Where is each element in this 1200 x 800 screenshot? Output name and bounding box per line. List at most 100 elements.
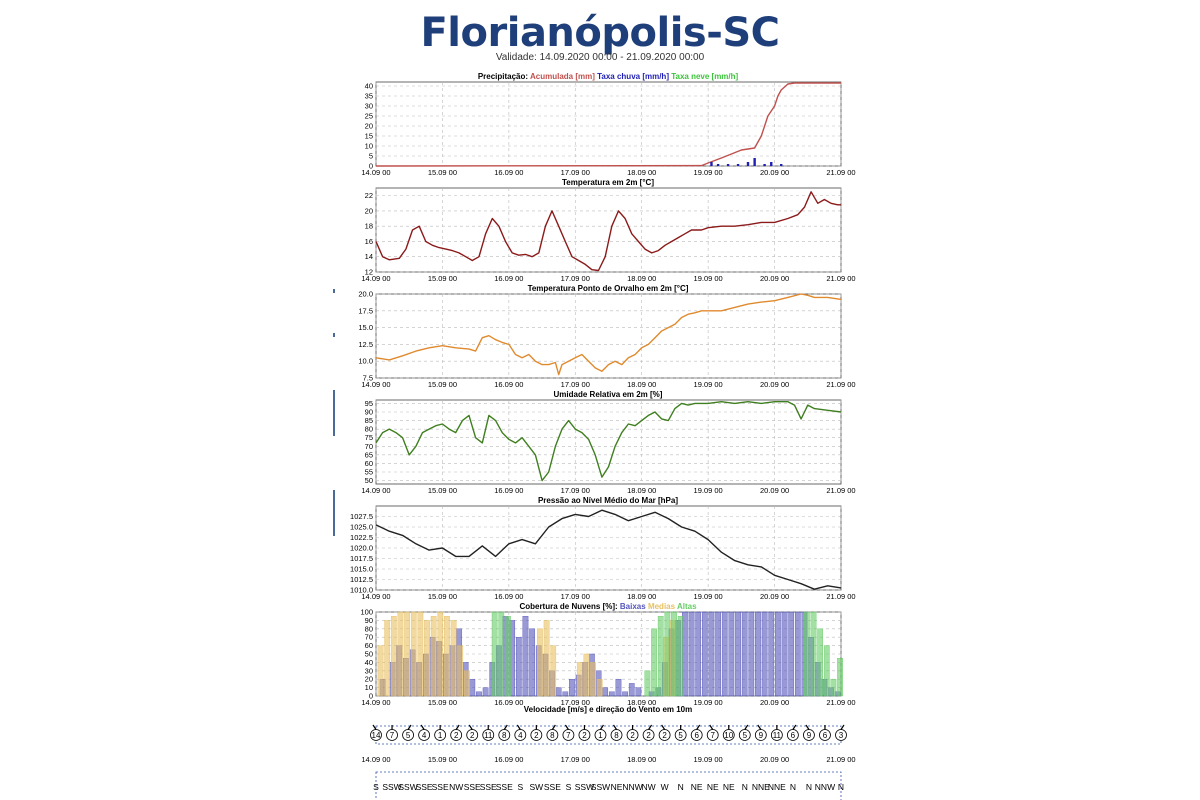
wind-direction-arrow — [792, 724, 797, 730]
wind-speed-label: 4 — [518, 731, 523, 740]
wind-direction-label: N — [678, 782, 684, 792]
y-tick-label: 65 — [365, 450, 373, 459]
left-edge-mark — [333, 490, 335, 536]
y-tick-label: 20 — [365, 206, 373, 215]
y-tick-label: 10 — [365, 683, 373, 692]
cloud-bar-baixas — [469, 679, 476, 697]
y-tick-label: 20.0 — [358, 290, 373, 299]
wind-speed-label: 6 — [823, 731, 828, 740]
chart-title-part: Altas — [677, 602, 697, 611]
plot-frame — [375, 187, 842, 273]
wind-speed-label: 5 — [678, 731, 683, 740]
cloud-bar-baixas — [515, 637, 522, 697]
cloud-bar-altas — [671, 611, 677, 697]
panel-3-x-tick-label: 15.09 00 — [428, 380, 457, 389]
y-tick-label: 1012.5 — [350, 575, 373, 584]
cloud-bar-baixas — [761, 611, 768, 697]
wind-direction-label: SSW — [398, 782, 417, 792]
wind-speed-label: 14 — [372, 731, 381, 740]
wind-direction-arrow — [840, 724, 845, 730]
cloud-bar-altas — [823, 645, 830, 697]
wind-x-tick-label: 17.09 00 — [561, 755, 590, 764]
wind-speed-label: 7 — [710, 731, 715, 740]
y-tick-label: 60 — [365, 459, 373, 468]
wind-direction-label: N — [838, 782, 844, 792]
cloud-bar-baixas — [701, 611, 708, 697]
rain-rate-bar — [726, 164, 730, 166]
y-tick-label: 70 — [365, 442, 373, 451]
chart-panel-2: 12 14 16 18 20 22 — [365, 187, 842, 277]
cloud-bar-baixas — [688, 611, 695, 697]
cloud-bar-baixas — [628, 683, 635, 697]
wind-speed-label: 8 — [502, 731, 507, 740]
wind-speed-label: 7 — [390, 731, 395, 740]
y-tick-label: 16 — [365, 237, 373, 246]
validity-range: Validade: 14.09.2020 00:00 - 21.09.2020 … — [495, 52, 705, 62]
wind-direction-arrow — [468, 724, 473, 730]
wind-speed-label: 2 — [534, 731, 539, 740]
y-tick-label: 50 — [365, 476, 373, 485]
cloud-bar-medias — [537, 628, 543, 697]
y-tick-label: 22 — [365, 191, 373, 200]
wind-direction-arrow — [455, 724, 460, 730]
panel-3-x-tick-label: 16.09 00 — [494, 380, 523, 389]
chart-title-part: Medias — [648, 602, 677, 611]
cloud-bar-medias — [464, 670, 470, 697]
plot-frame — [375, 81, 842, 167]
rain-rate-bar — [780, 164, 783, 166]
wind-direction-label: SSE — [464, 782, 481, 792]
panel-2-x-tick-label: 17.09 00 — [561, 274, 590, 283]
cloud-bar-altas — [804, 611, 810, 697]
series-line — [375, 509, 842, 590]
wind-direction-label: SSE — [416, 782, 433, 792]
panel-5-x-tick-label: 15.09 00 — [428, 592, 457, 601]
wind-direction-label: SW — [529, 782, 543, 792]
cloud-bar-baixas — [482, 687, 489, 697]
panel-3-x-tick-label: 20.09 00 — [760, 380, 789, 389]
wind-speed-label: 6 — [694, 731, 699, 740]
y-tick-label: 75 — [365, 433, 373, 442]
cloud-bar-baixas — [608, 691, 615, 697]
wind-x-tick-label: 19.09 00 — [694, 755, 723, 764]
panel-3-x-tick-label: 17.09 00 — [561, 380, 590, 389]
wind-direction-arrow — [696, 724, 701, 730]
panel-3-x-tick-label: 18.09 00 — [627, 380, 656, 389]
wind-speed-label: 11 — [484, 731, 493, 740]
chart-title-part: Precipitação: — [478, 72, 530, 81]
wind-direction-arrow — [805, 724, 810, 730]
wind-direction-label: NE — [707, 782, 719, 792]
left-edge-mark — [333, 390, 335, 436]
wind-direction-label: N — [790, 782, 796, 792]
wind-speed-label: 5 — [743, 731, 748, 740]
wind-speed-label: 2 — [454, 731, 459, 740]
panel-6-x-tick-label: 15.09 00 — [428, 698, 457, 707]
panel-3-x-tick-label: 21.09 00 — [826, 380, 855, 389]
cloud-bar-medias — [543, 620, 550, 697]
panel-4-x-tick-label: 14.09 00 — [361, 486, 390, 495]
y-tick-label: 14 — [365, 252, 373, 261]
wind-direction-label: N — [742, 782, 748, 792]
y-tick-label: 20 — [365, 122, 373, 131]
cloud-bar-baixas — [768, 611, 775, 697]
cloud-bar-baixas — [562, 691, 569, 697]
wind-direction-arrow — [372, 724, 377, 730]
cloud-bar-baixas — [715, 611, 721, 697]
cloud-bar-medias — [596, 679, 603, 697]
wind-direction-arrow — [503, 724, 508, 730]
cloud-bar-medias — [450, 620, 457, 697]
wind-speed-label: 6 — [791, 731, 796, 740]
plot-frame — [375, 505, 842, 591]
y-tick-label: 1022.5 — [350, 533, 373, 542]
cloud-bar-baixas — [529, 628, 535, 697]
wind-x-tick-label: 18.09 00 — [627, 755, 656, 764]
panel-4-x-tick-label: 17.09 00 — [561, 486, 590, 495]
wind-direction-label: NE — [611, 782, 623, 792]
wind-speed-label: 2 — [582, 731, 587, 740]
chart-panel-3: 7.5 10.0 12.5 15.0 17.5 20.0 — [358, 290, 842, 383]
y-tick-label: 1025.0 — [350, 523, 373, 532]
panel-1-x-tick-label: 18.09 00 — [627, 168, 656, 177]
cloud-bar-altas — [664, 611, 671, 697]
panel-4-x-tick-label: 18.09 00 — [627, 486, 656, 495]
